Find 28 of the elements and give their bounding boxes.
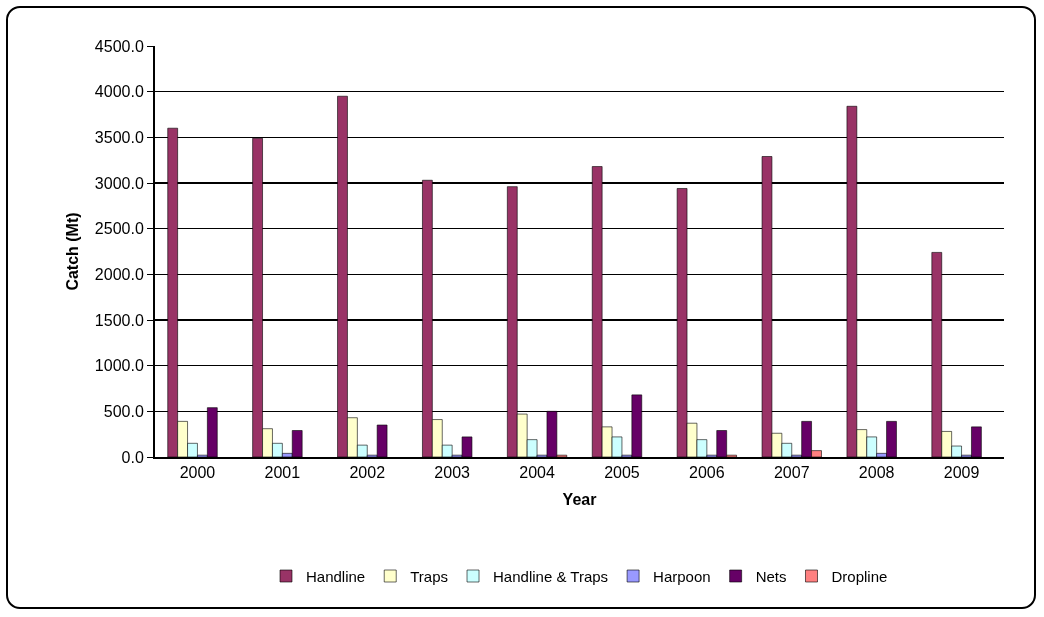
x-tick-label: 2006 (689, 464, 725, 482)
y-tick-label: 4000.0 (94, 83, 144, 101)
x-tick-label: 2008 (858, 464, 895, 482)
y-tick-label: 3000.0 (94, 174, 144, 192)
y-tick-label: 3500.0 (94, 128, 144, 146)
legend-label: Traps (410, 567, 449, 585)
y-tick-label: 500.0 (103, 402, 144, 420)
x-tick-label: 2005 (604, 464, 640, 482)
x-tick-label: 2009 (943, 464, 980, 482)
y-tick-label: 2500.0 (94, 220, 144, 238)
y-tick-label: 0.0 (121, 448, 144, 466)
legend-label: Handline (306, 567, 366, 585)
legend-label: Handline & Traps (493, 567, 609, 585)
y-tick-label: 4500.0 (94, 37, 144, 55)
y-tick-label: 2000.0 (94, 265, 144, 283)
x-tick-label: 2002 (349, 464, 386, 482)
y-tick-label: 1000.0 (94, 357, 144, 375)
y-axis-title: Catch (Mt) (64, 212, 82, 291)
x-tick-label: 2000 (179, 464, 216, 482)
x-tick-label: 2003 (434, 464, 471, 482)
legend-label: Dropline (831, 567, 888, 585)
legend-label: Harpoon (653, 567, 711, 585)
x-tick-label: 2007 (773, 464, 810, 482)
x-axis-title: Year (562, 491, 597, 509)
x-tick-label: 2004 (519, 464, 555, 482)
x-tick-label: 2001 (264, 464, 301, 482)
y-tick-label: 1500.0 (94, 311, 144, 329)
legend-label: Nets (755, 567, 787, 585)
